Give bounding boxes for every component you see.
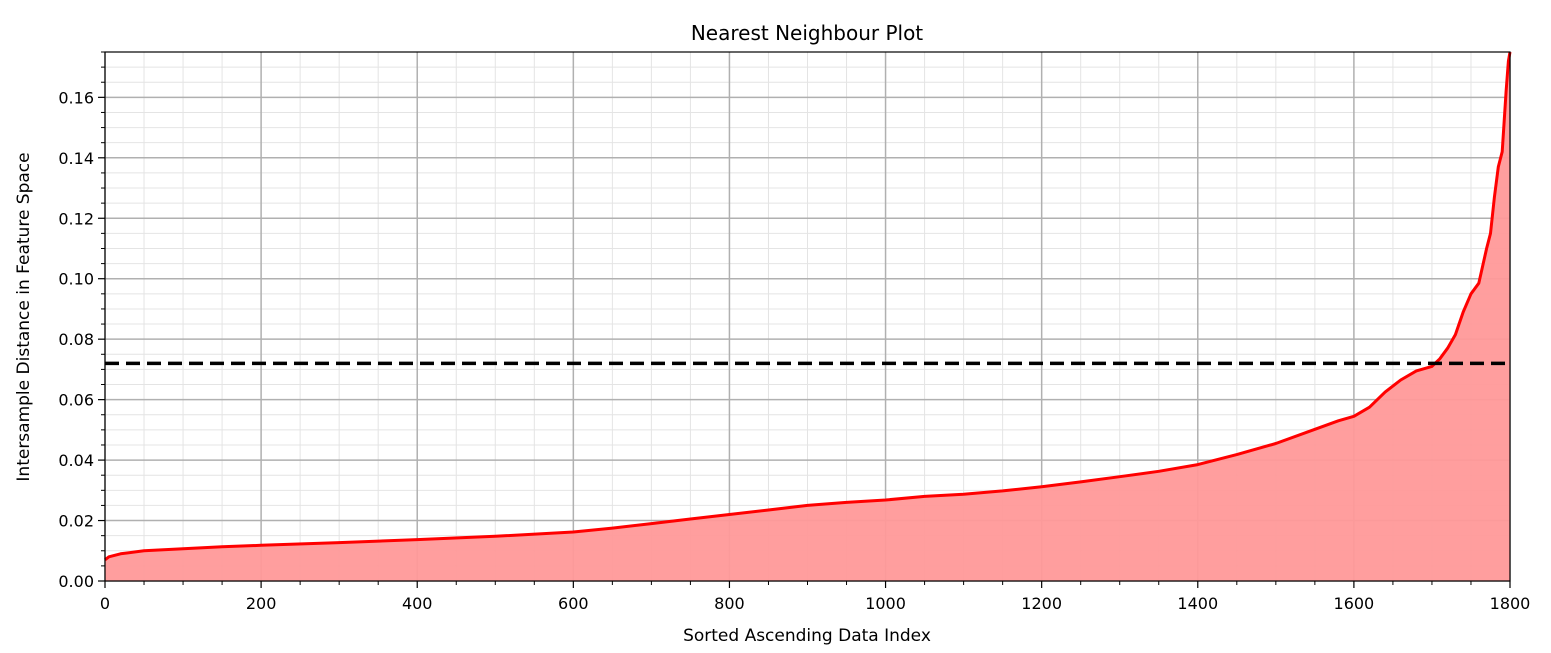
x-tick-label: 0 [100,594,110,613]
chart-title: Nearest Neighbour Plot [691,21,923,45]
y-tick-label: 0.02 [58,512,94,531]
x-axis-title: Sorted Ascending Data Index [683,626,931,646]
x-tick-label: 400 [402,594,433,613]
x-tick-label: 1200 [1021,594,1062,613]
distance-area-fill [105,52,1510,581]
y-tick-label: 0.10 [58,270,94,289]
x-tick-label: 1400 [1177,594,1218,613]
x-axis: 0 200 400 600 800 1000 1200 1400 1600 1800 [100,581,1530,613]
x-tick-label: 600 [558,594,589,613]
y-tick-label: 0.08 [58,330,94,349]
x-tick-label: 1600 [1334,594,1375,613]
y-tick-label: 0.12 [58,209,94,228]
x-tick-label: 1800 [1490,594,1531,613]
y-tick-label: 0.04 [58,451,94,470]
distance-series-line [104,51,1512,561]
x-tick-label: 200 [246,594,277,613]
y-axis: 0.00 0.02 0.04 0.06 0.08 0.10 0.12 0.14 0.16 [58,51,105,591]
x-tick-label: 1000 [865,594,906,613]
y-tick-label: 0.00 [58,572,94,591]
y-tick-label: 0.06 [58,391,94,410]
y-tick-label: 0.14 [58,149,94,168]
x-tick-label: 800 [714,594,745,613]
y-tick-label: 0.16 [58,88,94,107]
y-axis-title: Intersample Distance in Feature Space [14,152,34,481]
